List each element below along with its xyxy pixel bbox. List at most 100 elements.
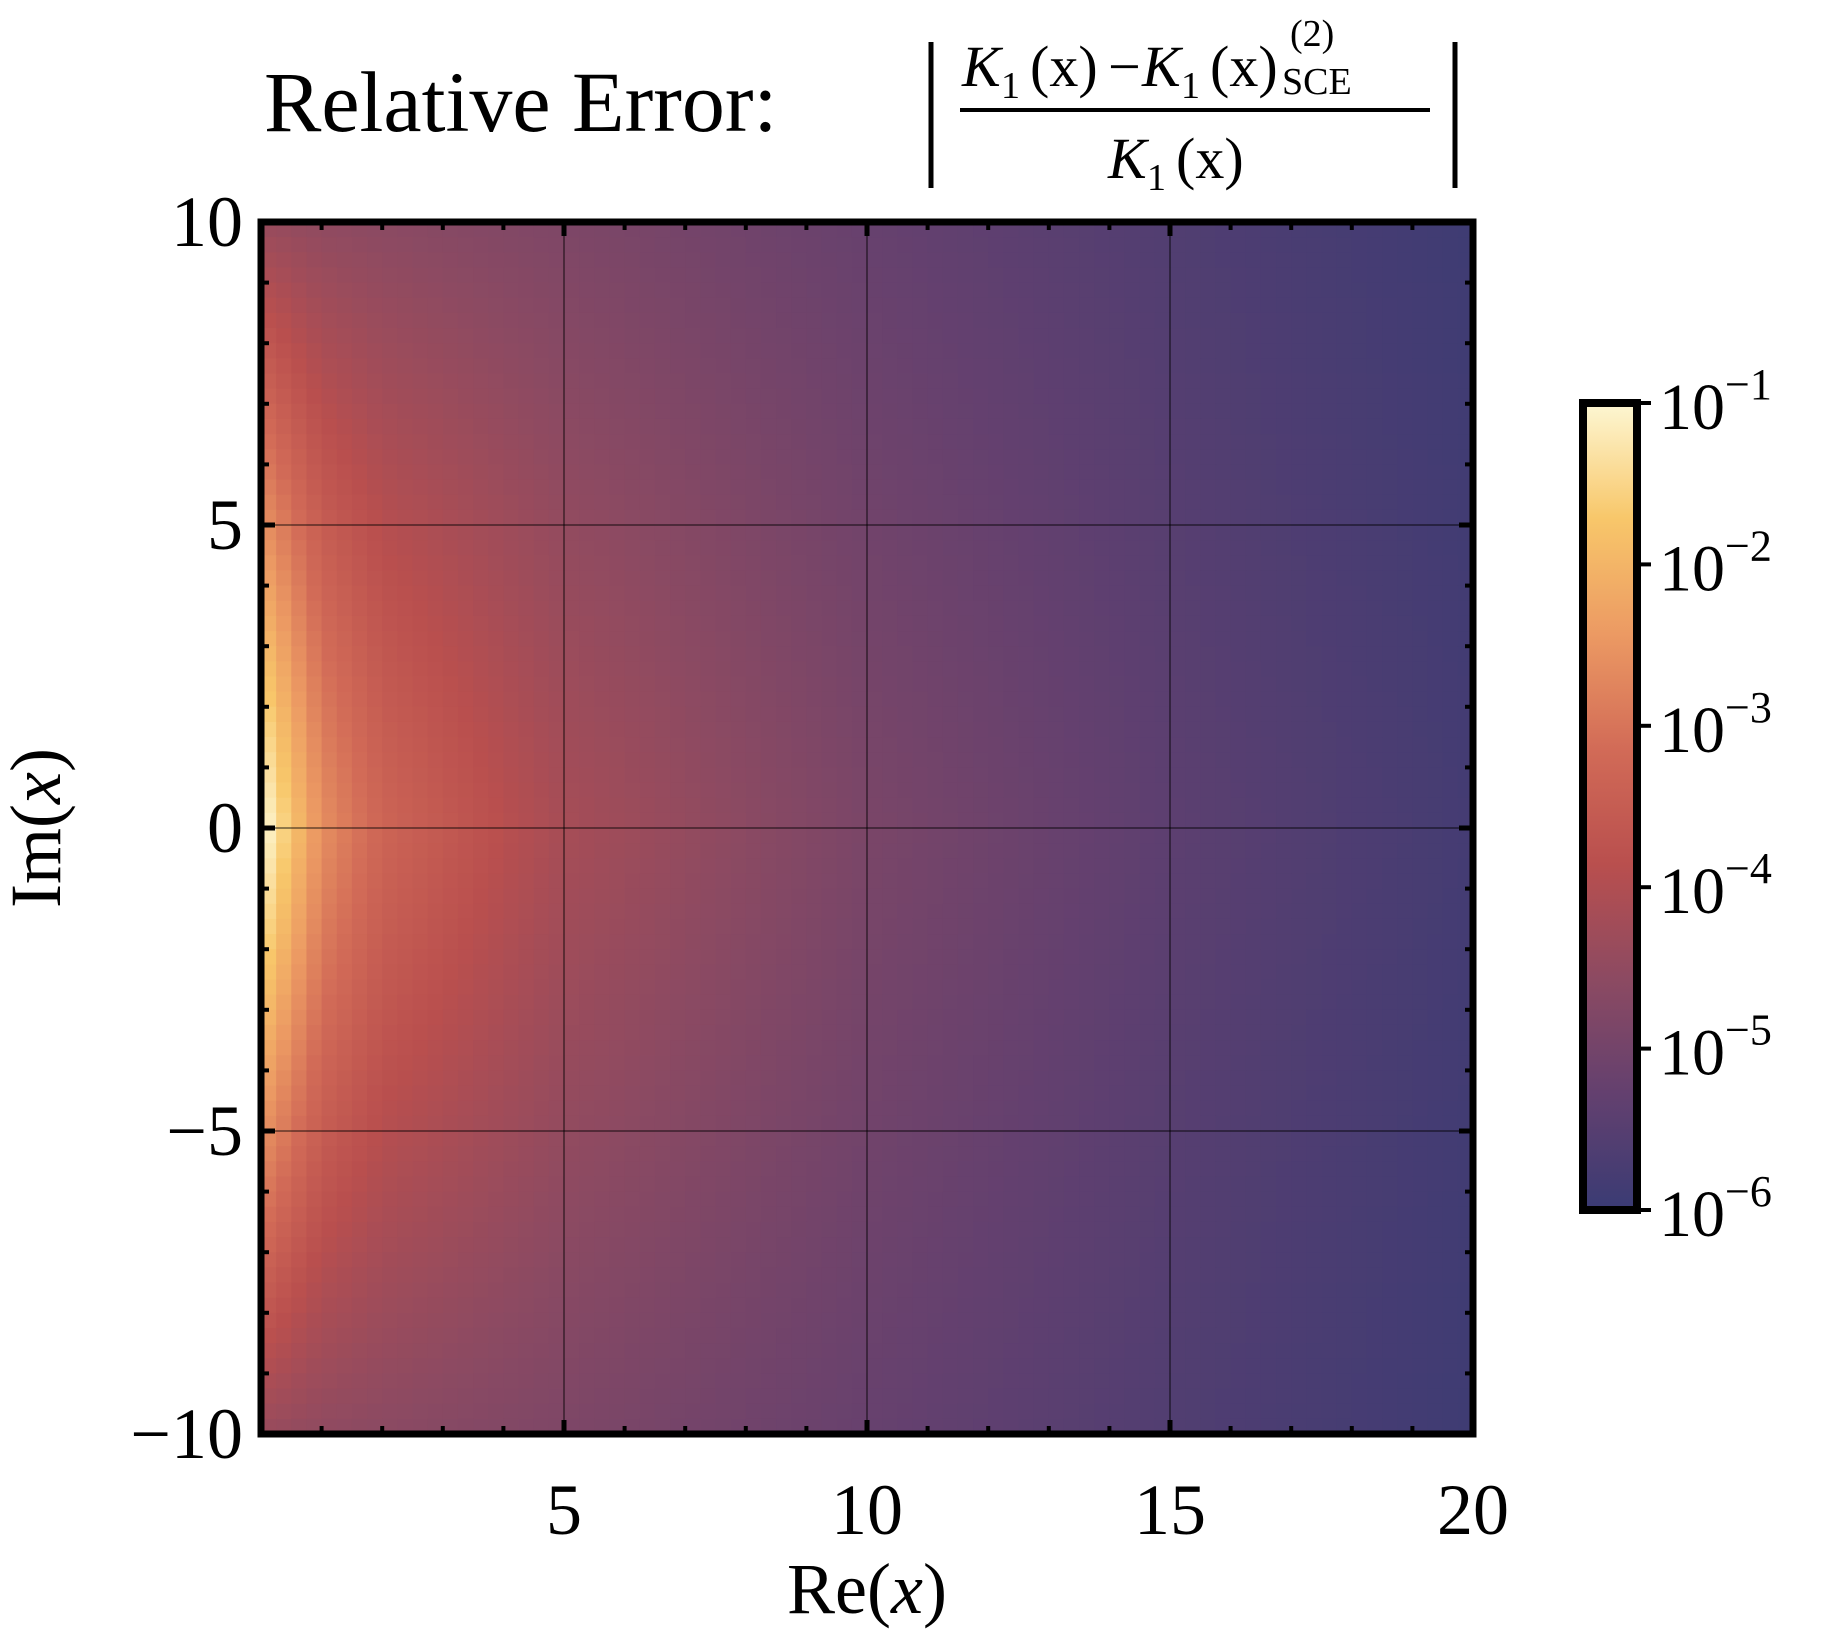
heatmap-cell xyxy=(1215,828,1232,844)
heatmap-cell xyxy=(836,418,853,435)
heatmap-cell xyxy=(1033,1085,1050,1102)
heatmap-cell xyxy=(427,1115,444,1132)
heatmap-cell xyxy=(1306,555,1323,572)
heatmap-cell xyxy=(897,555,914,572)
heatmap-cell xyxy=(912,631,929,647)
heatmap-cell xyxy=(291,1100,308,1117)
heatmap-cell xyxy=(654,828,671,844)
heatmap-cell xyxy=(624,585,641,602)
heatmap-cell xyxy=(1003,949,1020,966)
heatmap-cell xyxy=(1003,1131,1020,1147)
heatmap-cell xyxy=(427,494,444,511)
heatmap-cell xyxy=(927,1131,944,1147)
heatmap-cell xyxy=(1063,312,1080,329)
heatmap-cell xyxy=(1170,752,1186,769)
heatmap-cell xyxy=(639,222,656,238)
heatmap-cell xyxy=(382,388,399,405)
heatmap-cell xyxy=(730,661,747,678)
heatmap-cell xyxy=(776,721,793,738)
heatmap-cell xyxy=(594,1009,611,1026)
heatmap-cell xyxy=(1109,418,1126,435)
heatmap-cell xyxy=(579,979,596,996)
heatmap-cell xyxy=(973,1131,989,1147)
heatmap-cell xyxy=(306,434,323,451)
heatmap-cell xyxy=(776,752,793,769)
heatmap-cell xyxy=(927,403,944,420)
heatmap-cell xyxy=(1018,843,1035,860)
heatmap-cell xyxy=(488,631,505,647)
heatmap-cell xyxy=(457,509,474,526)
heatmap-cell xyxy=(1457,1009,1473,1026)
heatmap-cell xyxy=(942,661,959,678)
heatmap-cell xyxy=(1170,1131,1186,1147)
heatmap-cell xyxy=(715,1115,732,1132)
heatmap-cell xyxy=(306,934,323,950)
heatmap-cell xyxy=(851,646,868,663)
heatmap-cell xyxy=(927,1085,944,1102)
heatmap-cell xyxy=(654,418,671,435)
heatmap-cell xyxy=(1063,615,1080,632)
heatmap-cell xyxy=(1170,282,1186,299)
heatmap-cell xyxy=(700,555,717,572)
heatmap-cell xyxy=(639,752,656,769)
heatmap-cell xyxy=(760,737,777,754)
heatmap-cell xyxy=(957,646,974,663)
heatmap-cell xyxy=(291,222,308,238)
heatmap-cell xyxy=(594,1131,611,1147)
heatmap-cell xyxy=(745,1024,762,1041)
heatmap-cell xyxy=(1351,873,1368,890)
heatmap-cell xyxy=(1230,373,1247,390)
heatmap-cell xyxy=(851,918,868,935)
heatmap-cell xyxy=(1336,403,1353,420)
heatmap-cell xyxy=(609,267,626,284)
heatmap-cell xyxy=(942,1070,959,1087)
heatmap-cell xyxy=(776,903,793,920)
heatmap-cell xyxy=(1215,843,1232,860)
heatmap-cell xyxy=(548,676,565,693)
numerator-arg-right: (x) xyxy=(1210,34,1278,99)
heatmap-cell xyxy=(942,1100,959,1117)
heatmap-cell xyxy=(382,509,399,526)
heatmap-cell xyxy=(1412,903,1429,920)
heatmap-cell xyxy=(261,767,277,784)
heatmap-cell xyxy=(1018,752,1035,769)
heatmap-cell xyxy=(488,297,505,314)
heatmap-cell xyxy=(533,585,550,602)
heatmap-cell xyxy=(867,1146,883,1163)
heatmap-cell xyxy=(488,464,505,481)
heatmap-cell xyxy=(412,570,429,587)
heatmap-cell xyxy=(1109,737,1126,754)
heatmap-cell xyxy=(1018,737,1035,754)
heatmap-cell xyxy=(685,646,702,663)
heatmap-cell xyxy=(579,782,596,799)
heatmap-cell xyxy=(276,1100,293,1117)
heatmap-cell xyxy=(412,1040,429,1057)
heatmap-cell xyxy=(291,312,308,329)
heatmap-cell xyxy=(488,1146,505,1163)
heatmap-cell xyxy=(397,373,414,390)
heatmap-cell xyxy=(412,509,429,526)
heatmap-cell xyxy=(1397,600,1414,617)
heatmap-cell xyxy=(1457,752,1473,769)
heatmap-cell xyxy=(776,540,793,557)
heatmap-cell xyxy=(1124,585,1141,602)
heatmap-cell xyxy=(306,1055,323,1072)
heatmap-cell xyxy=(867,994,883,1011)
heatmap-cell xyxy=(912,267,929,284)
heatmap-cell xyxy=(1306,252,1323,269)
heatmap-cell xyxy=(412,1009,429,1026)
heatmap-cell xyxy=(897,525,914,541)
heatmap-cell xyxy=(306,873,323,890)
heatmap-cell xyxy=(1170,403,1186,420)
heatmap-cell xyxy=(427,706,444,723)
heatmap-cell xyxy=(594,646,611,663)
heatmap-cell xyxy=(821,1009,838,1026)
heatmap-cell xyxy=(1215,494,1232,511)
heatmap-cell xyxy=(1003,1009,1020,1026)
heatmap-cell xyxy=(1412,403,1429,420)
heatmap-cell xyxy=(745,222,762,238)
heatmap-cell xyxy=(1094,782,1111,799)
heatmap-cell xyxy=(306,1009,323,1026)
heatmap-cell xyxy=(745,737,762,754)
heatmap-cell xyxy=(1321,312,1338,329)
